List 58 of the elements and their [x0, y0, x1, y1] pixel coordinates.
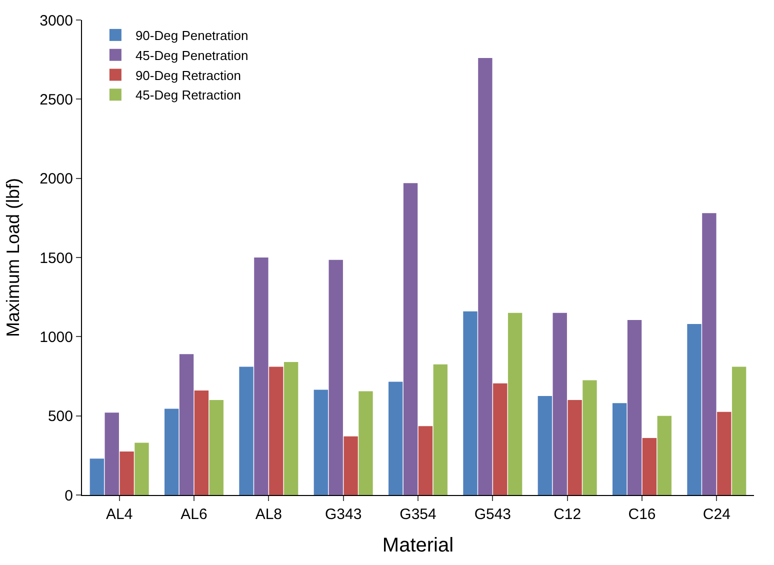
- bar: [179, 354, 194, 495]
- bar: [239, 366, 254, 495]
- x-tick-label: AL4: [106, 506, 133, 523]
- x-tick-label: C16: [628, 506, 656, 523]
- bar: [328, 260, 343, 495]
- bar: [732, 366, 746, 495]
- bar: [104, 412, 119, 495]
- y-axis-title: Maximum Load (lbf): [2, 178, 23, 338]
- bar: [463, 311, 478, 495]
- x-tick-label: G354: [400, 506, 436, 523]
- bar: [702, 213, 716, 495]
- bar: [194, 390, 209, 495]
- bar: [388, 382, 403, 495]
- y-tick-label: 2500: [40, 91, 73, 108]
- bar: [717, 412, 732, 495]
- x-tick-label: C12: [554, 506, 582, 523]
- x-tick-label: AL6: [180, 506, 208, 523]
- x-tick-label: G543: [474, 506, 512, 523]
- x-tick-label: C24: [702, 506, 730, 523]
- legend-label: 90-Deg Penetration: [135, 28, 248, 44]
- bar: [508, 312, 522, 495]
- bar: [418, 426, 433, 495]
- bar: [314, 390, 328, 495]
- y-tick-label: 500: [48, 408, 73, 426]
- y-tick-label: 1500: [40, 250, 73, 267]
- y-tick-label: 0: [64, 487, 73, 504]
- y-tick-label: 3000: [40, 12, 73, 30]
- bar: [582, 380, 597, 495]
- bar: [209, 400, 224, 495]
- y-tick-label: 2000: [40, 170, 73, 188]
- x-tick-label: G343: [324, 506, 362, 523]
- y-tick-label: 1000: [40, 328, 73, 346]
- bar: [344, 436, 358, 495]
- bar: [254, 258, 268, 495]
- bar: [552, 312, 567, 495]
- legend-label: 45-Deg Retraction: [135, 88, 241, 103]
- legend-label: 90-Deg Retraction: [135, 68, 241, 83]
- bar: [627, 320, 642, 495]
- bar: [134, 442, 149, 495]
- x-tick-label: AL8: [255, 506, 282, 523]
- bar: [568, 400, 582, 495]
- bar: [433, 364, 448, 495]
- bar: [687, 324, 702, 495]
- legend-label: 45-Deg Penetration: [135, 48, 248, 63]
- bar: [284, 362, 298, 495]
- bar: [478, 58, 492, 495]
- bar: [90, 458, 104, 495]
- bar: [642, 438, 657, 495]
- bar: [612, 403, 627, 495]
- bar: [538, 396, 552, 495]
- bar: [120, 451, 134, 495]
- bar: [164, 408, 179, 495]
- bar: [269, 366, 284, 495]
- bar: [358, 391, 373, 495]
- x-axis-title: Material: [382, 534, 454, 556]
- bar: [493, 383, 508, 495]
- bar: [403, 183, 418, 495]
- bar: [657, 416, 672, 495]
